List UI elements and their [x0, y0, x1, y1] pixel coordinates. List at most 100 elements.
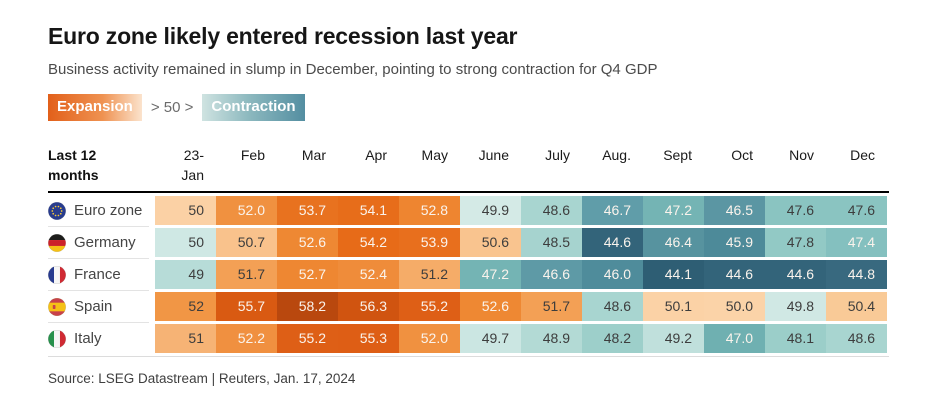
heatmap-cell-euro-zone-dec: 47.6	[826, 196, 887, 226]
heatmap-cell-germany-nov: 47.8	[765, 228, 826, 258]
column-header-feb: Feb	[240, 147, 265, 163]
heatmap-cell-france-oct: 44.6	[704, 260, 765, 290]
heatmap-cell-italy-june: 49.7	[460, 324, 521, 354]
heatmap-cell-spain-apr: 56.3	[338, 292, 399, 322]
heatmap-cell-spain-aug: 48.6	[582, 292, 643, 322]
reuters-graphic-card: Euro zone likely entered recession last …	[48, 23, 894, 386]
pmi-heatmap-table: Last 12 months 23- Jan Feb Mar Apr May June Ju…	[48, 146, 889, 358]
column-header-may: May	[421, 147, 448, 163]
table-row-france: France 49 51.7 52.7 52.4 51.2 47.2 46.6 46.0 44.1…	[48, 258, 889, 290]
fr-flag-icon	[48, 265, 66, 284]
column-header-mar: Mar	[301, 147, 326, 163]
heatmap-cell-germany-may: 53.9	[399, 228, 460, 258]
country-name: Spain	[74, 298, 113, 316]
heatmap-cell-germany-23-jan: 50	[155, 228, 216, 258]
row-label-germany: Germany	[48, 226, 155, 257]
heatmap-cell-italy-oct: 47.0	[704, 324, 765, 354]
column-header-june: June	[478, 147, 509, 163]
heatmap-cell-italy-apr: 55.3	[338, 324, 399, 354]
heatmap-cell-euro-zone-oct: 46.5	[704, 196, 765, 226]
heatmap-cell-euro-zone-mar: 53.7	[277, 196, 338, 226]
heatmap-cell-france-apr: 52.4	[338, 260, 399, 290]
table-body: Euro zone 50 52.0 53.7 54.1 52.8 49.9 48.6 46.7 4…	[48, 196, 889, 354]
heatmap-cell-france-23-jan: 49	[155, 260, 216, 290]
heatmap-cell-euro-zone-23-jan: 50	[155, 196, 216, 226]
color-legend: Expansion > 50 > Contraction	[48, 94, 894, 121]
column-header-sept: Sept	[663, 147, 692, 163]
heatmap-cell-euro-zone-july: 48.6	[521, 196, 582, 226]
heatmap-cell-germany-apr: 54.2	[338, 228, 399, 258]
column-header-23-jan: 23- Jan	[181, 147, 204, 183]
table-row-euro-zone: Euro zone 50 52.0 53.7 54.1 52.8 49.9 48.6 46.7 4…	[48, 196, 889, 226]
row-label-italy: Italy	[48, 322, 155, 353]
heatmap-cell-germany-sept: 46.4	[643, 228, 704, 258]
heatmap-cell-euro-zone-feb: 52.0	[216, 196, 277, 226]
heatmap-cell-france-sept: 44.1	[643, 260, 704, 290]
heatmap-cell-spain-oct: 50.0	[704, 292, 765, 322]
heatmap-cell-germany-dec: 47.4	[826, 228, 887, 258]
heatmap-cell-france-mar: 52.7	[277, 260, 338, 290]
row-label-spain: Spain	[48, 290, 155, 321]
column-header-nov: Nov	[789, 147, 814, 163]
country-name: Italy	[74, 330, 102, 348]
heatmap-cell-germany-aug: 44.6	[582, 228, 643, 258]
column-header-oct: Oct	[731, 147, 753, 163]
heatmap-cell-italy-july: 48.9	[521, 324, 582, 354]
heatmap-cell-spain-may: 55.2	[399, 292, 460, 322]
heatmap-cell-spain-june: 52.6	[460, 292, 521, 322]
table-row-germany: Germany 50 50.7 52.6 54.2 53.9 50.6 48.5 44.6 46.…	[48, 226, 889, 258]
heatmap-cell-euro-zone-june: 49.9	[460, 196, 521, 226]
heatmap-cell-italy-feb: 52.2	[216, 324, 277, 354]
country-name: Euro zone	[74, 202, 143, 220]
table-header-row: Last 12 months 23- Jan Feb Mar Apr May June Ju…	[48, 146, 889, 194]
heatmap-cell-italy-23-jan: 51	[155, 324, 216, 354]
page-title: Euro zone likely entered recession last …	[48, 23, 518, 49]
heatmap-cell-italy-nov: 48.1	[765, 324, 826, 354]
month-headers: 23- Jan Feb Mar Apr May June July Aug. Sept Oct No…	[155, 146, 887, 185]
legend-threshold-label: > 50 >	[150, 99, 194, 116]
heatmap-cell-france-june: 47.2	[460, 260, 521, 290]
heatmap-cell-euro-zone-apr: 54.1	[338, 196, 399, 226]
heatmap-cell-france-feb: 51.7	[216, 260, 277, 290]
column-header-dec: Dec	[850, 147, 875, 163]
row-label-france: France	[48, 258, 155, 289]
heatmap-cell-germany-feb: 50.7	[216, 228, 277, 258]
heatmap-cell-france-aug: 46.0	[582, 260, 643, 290]
heatmap-cell-italy-sept: 49.2	[643, 324, 704, 354]
heatmap-cell-france-july: 46.6	[521, 260, 582, 290]
de-flag-icon	[48, 233, 66, 252]
heatmap-cell-italy-may: 52.0	[399, 324, 460, 354]
heatmap-cell-germany-oct: 45.9	[704, 228, 765, 258]
heatmap-cell-euro-zone-nov: 47.6	[765, 196, 826, 226]
column-header-aug: Aug.	[602, 147, 631, 163]
country-name: Germany	[74, 234, 136, 252]
heatmap-cell-germany-july: 48.5	[521, 228, 582, 258]
heatmap-cell-france-may: 51.2	[399, 260, 460, 290]
column-header-july: July	[545, 147, 570, 163]
heatmap-cell-italy-mar: 55.2	[277, 324, 338, 354]
legend-contraction-swatch: Contraction	[202, 94, 305, 121]
heatmap-cell-france-dec: 44.8	[826, 260, 887, 290]
heatmap-cell-italy-aug: 48.2	[582, 324, 643, 354]
column-header-apr: Apr	[365, 147, 387, 163]
row-axis-header: Last 12 months	[48, 147, 99, 183]
heatmap-cell-spain-sept: 50.1	[643, 292, 704, 322]
heatmap-cell-spain-23-jan: 52	[155, 292, 216, 322]
heatmap-cell-euro-zone-aug: 46.7	[582, 196, 643, 226]
table-row-spain: Spain 52 55.7 58.2 56.3 55.2 52.6 51.7 48.6 50.1 5…	[48, 290, 889, 322]
heatmap-cell-euro-zone-may: 52.8	[399, 196, 460, 226]
heatmap-cell-france-nov: 44.6	[765, 260, 826, 290]
legend-expansion-swatch: Expansion	[48, 94, 142, 121]
heatmap-cell-spain-july: 51.7	[521, 292, 582, 322]
es-flag-icon	[48, 297, 66, 316]
eu-flag-icon	[48, 201, 66, 220]
table-row-italy: Italy 51 52.2 55.2 55.3 52.0 49.7 48.9 48.2 49.2 4…	[48, 322, 889, 354]
heatmap-cell-spain-dec: 50.4	[826, 292, 887, 322]
heatmap-cell-italy-dec: 48.6	[826, 324, 887, 354]
subtitle: Business activity remained in slump in D…	[48, 61, 658, 78]
heatmap-cell-germany-mar: 52.6	[277, 228, 338, 258]
heatmap-cell-euro-zone-sept: 47.2	[643, 196, 704, 226]
heatmap-cell-spain-nov: 49.8	[765, 292, 826, 322]
heatmap-cell-spain-feb: 55.7	[216, 292, 277, 322]
row-label-euro-zone: Euro zone	[48, 196, 155, 225]
